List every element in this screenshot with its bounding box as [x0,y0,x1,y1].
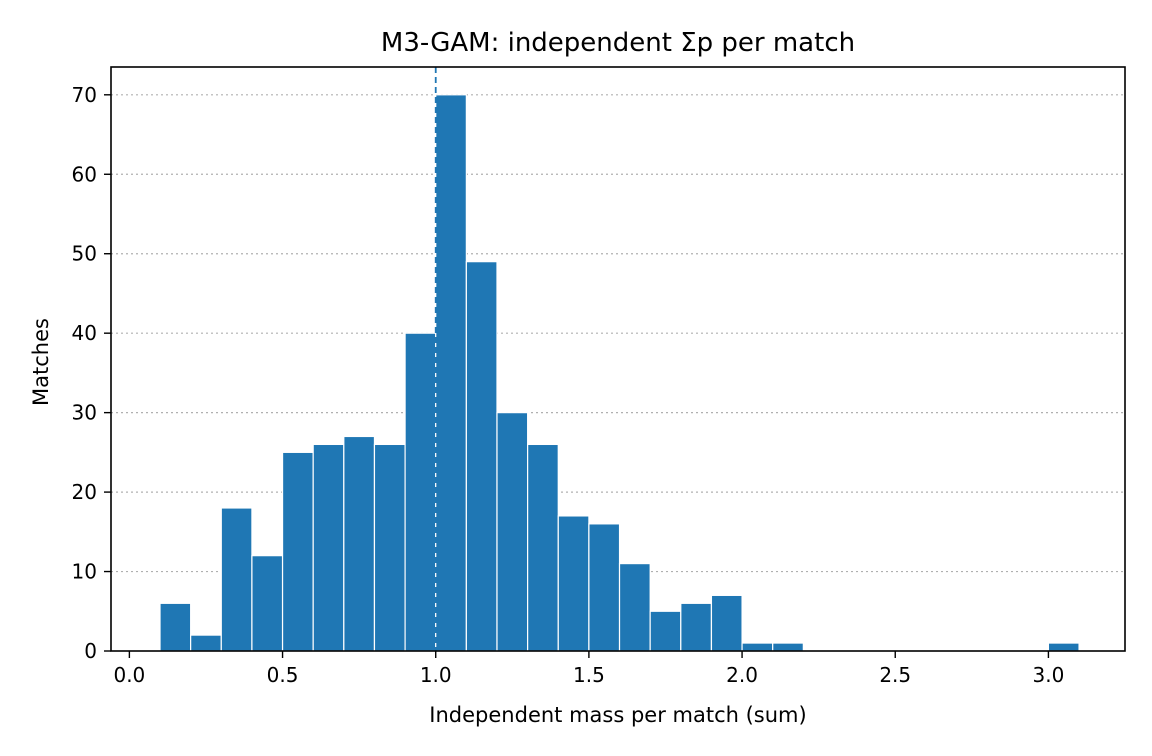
x-tick-label-3: 1.5 [573,663,605,687]
x-axis: 0.0 0.5 1.0 1.5 2.0 2.5 3.0 [113,651,1064,687]
bar-21 [1047,642,1080,652]
bar-2 [220,507,253,652]
gridlines [111,94,1125,573]
y-tick-label-3: 30 [72,401,97,425]
y-tick-label-2: 20 [72,480,97,504]
bar-3 [251,555,284,652]
bar-10 [465,261,498,652]
bar-7 [373,443,406,652]
bar-19 [741,642,774,652]
y-axis: 0 10 20 30 40 50 60 70 [72,83,111,663]
bar-13 [557,515,590,652]
y-tick-label-1: 10 [72,560,97,584]
chart-title: M3-GAM: independent Σp per match [381,28,855,58]
bar-16 [649,610,682,652]
x-tick-label-4: 2.0 [726,663,758,687]
x-tick-label-0: 0.0 [113,663,145,687]
bar-18 [710,594,743,652]
bar-15 [618,562,651,652]
bar-8 [404,332,437,652]
y-axis-label: Matches [29,318,53,406]
bar-11 [496,412,529,652]
y-tick-label-4: 40 [72,321,97,345]
y-tick-label-7: 70 [72,83,97,107]
bar-6 [343,435,376,652]
bars [159,94,1080,652]
bar-17 [680,602,713,652]
x-tick-label-5: 2.5 [879,663,911,687]
bar-20 [772,642,804,652]
bar-12 [527,443,559,652]
x-axis-label: Independent mass per match (sum) [429,703,806,727]
x-tick-label-1: 0.5 [267,663,299,687]
y-tick-label-6: 60 [72,162,97,186]
bar-0 [159,602,192,652]
bar-4 [281,451,314,652]
y-tick-label-5: 50 [72,242,97,266]
y-tick-label-0: 0 [84,639,97,663]
bar-1 [190,634,222,652]
bar-9 [435,94,467,652]
bar-5 [312,443,345,652]
x-tick-label-2: 1.0 [420,663,452,687]
plot-frame [110,66,1126,652]
bar-14 [588,523,621,652]
x-tick-label-6: 3.0 [1033,663,1065,687]
